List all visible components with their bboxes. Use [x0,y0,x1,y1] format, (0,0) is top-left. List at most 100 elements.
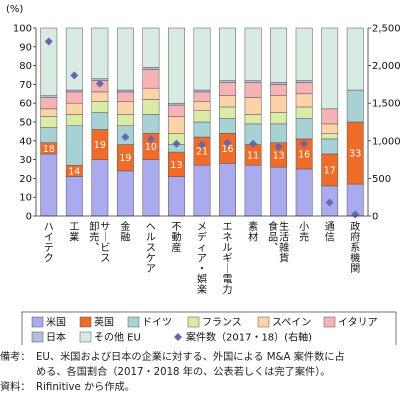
note-label-source: 資料： [0,382,31,393]
bar-segment [40,95,58,98]
bar-segment [219,106,236,119]
scatter-point [70,71,79,80]
note-text-3: Rifinitive から作成。 [36,382,135,393]
bar-segment [270,84,288,96]
bar-segment [116,27,134,91]
scatter-point [300,139,309,148]
left-tick-label: 70 [19,80,32,91]
bar-segment [40,27,58,96]
bar-segment [193,110,211,123]
bar-data-label: 13 [170,160,182,171]
note-row-3: 資料： Rifinitive から作成。 [0,380,412,395]
category-label-char: 信 [325,232,335,244]
note-row-2: める、各国割合（2017・2018 年の、公表若しくは完了案件）。 [0,365,412,380]
category-label-char: テ [44,243,54,254]
category-label-char: 品 [268,232,278,244]
bar-segment [65,91,83,104]
bar-segment [65,27,83,91]
bar-segment [116,101,134,115]
category-label-char: ビ [100,242,110,254]
bar-segment [40,153,58,217]
bar-data-label: 11 [247,150,259,161]
category-label-char: 小 [299,221,309,233]
bar-data-label: 16 [298,149,310,160]
legend-swatch [257,316,270,328]
bar-segment [193,27,211,91]
note-text-2: める、各国割合（2017・2018 年の、公表若しくは完了案件）。 [36,367,331,378]
bar-segment [270,166,288,217]
bar-segment [116,170,134,217]
scatter-point [249,139,258,148]
category-label-char: 政 [350,220,360,233]
category-label-char: ル [223,243,233,254]
legend-label: 案件数（2017・18）(右軸) [186,331,312,344]
category-label-char: ︑ [89,242,99,254]
bar-segment [65,102,83,115]
bar-segment [168,102,185,106]
right-tick-label: 1,000 [372,136,401,147]
scatter-point [274,142,283,151]
category-label-char: 売 [299,231,309,244]
category-label-char: メ [197,222,207,233]
bar-data-label: 19 [94,140,106,151]
category-label-char: 娯 [197,273,207,286]
category-label-char: ハ [44,222,54,233]
bar-segment [295,80,313,83]
bar-segment [270,95,288,113]
category-label-char: ケ [146,253,156,265]
legend-label: 英国 [94,316,114,329]
bar-data-label: 13 [273,150,285,161]
bar-segment [346,27,364,91]
bar-segment [270,123,288,143]
bar-segment [244,97,262,115]
bar-segment [321,138,339,155]
bar-data-label: 16 [221,144,233,155]
category-label-char: ア [197,254,207,265]
category-label-char: 工 [69,222,79,233]
bar-segment [142,99,160,115]
note-row-1: 備考： EU、米国および日本の企業に対する、外国による M&A 案件数に占 [0,350,412,365]
category-label-char: ス [146,243,156,254]
right-tick-label: 500 [372,174,391,185]
category-label-char: ク [44,253,54,265]
category-label-char: サ [100,221,110,233]
category-label-char: ィ [197,243,207,254]
bar-segment [168,104,185,117]
left-tick-label: 10 [19,193,32,204]
bar-segment [91,27,109,80]
bar-segment [91,101,109,113]
legend-swatch [31,316,44,328]
category-label-char: ︑ [268,242,278,254]
category-label-char: ｜ [100,232,110,244]
scatter-point [146,135,155,144]
bar-segment [65,125,83,166]
category-label-char: ネ [223,232,233,244]
legend-label: フランス [202,317,242,329]
category-label-char: 系 [350,242,360,254]
bar-data-label: 10 [145,142,157,153]
right-tick-label: 0 [372,212,378,223]
bar-segment [270,27,288,83]
scatter-point [325,198,334,207]
legend-swatch [174,333,182,341]
category-label-char: ・ [197,264,207,275]
category-label-char: 関 [350,263,360,275]
bar-segment [219,117,236,134]
scatter-point [95,79,104,88]
chart-svg: (%) 0 10 20 30 40 50 60 70 80 90 100 0 500 1,000 1,500 2… [6,4,401,347]
bar-segment [142,114,160,134]
category-label-char: 府 [350,231,360,244]
category-label-char: エ [223,222,233,233]
bar-segment [40,97,58,110]
category-label-char: 活 [279,232,289,244]
bar-segment [321,133,339,140]
bar-segment [219,82,236,96]
scatter-point [223,139,232,148]
bar-segment [142,159,160,217]
bar-data-label: 33 [349,149,361,160]
category-label-char: ヘ [146,222,156,233]
note-label-spacer [0,365,36,380]
bar-data-label: 18 [43,144,55,155]
legend-label: ドイツ [142,318,172,329]
